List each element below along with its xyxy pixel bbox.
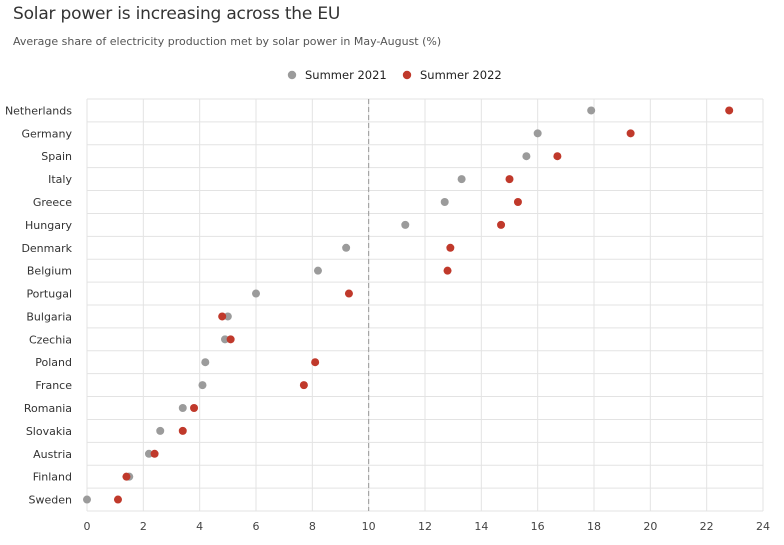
legend-label: Summer 2021 [305,68,387,82]
country-label: Greece [33,196,72,209]
country-label: Finland [33,471,72,484]
legend-marker [402,70,412,80]
point-summer-2022 [497,220,506,229]
point-summer-2022 [626,129,635,138]
point-summer-2022 [446,243,455,252]
point-summer-2021 [440,198,449,206]
point-summer-2022 [150,449,159,458]
country-label: Spain [41,150,72,163]
point-summer-2021 [342,243,351,252]
legend-marker [287,70,297,80]
point-summer-2021 [522,152,531,161]
country-label: Netherlands [5,104,72,117]
point-summer-2022 [443,266,452,275]
country-label: Poland [35,356,72,369]
legend-label: Summer 2022 [420,68,502,82]
point-summer-2021 [198,381,207,390]
point-summer-2021 [252,289,260,298]
chart-subtitle: Average share of electricity production … [13,35,442,48]
country-label: Germany [21,127,72,140]
point-summer-2021 [533,129,542,138]
point-summer-2021 [83,495,91,504]
x-tick-label: 2 [140,520,147,533]
point-summer-2021 [201,358,210,367]
point-summer-2022 [553,152,562,161]
point-summer-2022 [299,381,308,390]
x-tick-label: 22 [700,520,714,533]
country-label: Slovakia [26,425,72,438]
x-tick-label: 4 [196,520,203,533]
point-summer-2021 [313,266,322,275]
country-label: Denmark [21,242,72,255]
point-summer-2021 [178,404,187,412]
country-label: Hungary [25,219,72,232]
point-summer-2021 [587,106,596,115]
x-tick-label: 16 [531,520,545,533]
x-tick-label: 12 [418,520,432,533]
point-summer-2022 [122,472,131,481]
country-label: Sweden [29,494,72,507]
country-label: Portugal [26,288,72,301]
x-tick-label: 8 [309,520,316,533]
x-tick-label: 6 [253,520,260,533]
point-summer-2021 [457,175,466,184]
point-summer-2022 [218,312,227,321]
point-summer-2022 [311,358,320,367]
point-summer-2022 [344,289,353,298]
x-tick-label: 18 [587,520,601,533]
point-summer-2022 [505,175,514,184]
country-label: Bulgaria [26,310,72,323]
x-tick-label: 10 [362,520,376,533]
point-summer-2021 [401,220,410,229]
country-label: Italy [48,173,72,186]
point-summer-2022 [226,335,235,344]
x-tick-label: 14 [474,520,488,533]
point-summer-2022 [178,426,187,435]
x-tick-label: 20 [643,520,657,533]
country-label: Belgium [27,265,72,278]
point-summer-2022 [513,198,522,206]
x-tick-label: 24 [756,520,770,533]
point-summer-2021 [221,335,230,344]
country-label: France [35,379,72,392]
point-summer-2021 [223,312,232,321]
point-summer-2022 [190,404,199,412]
point-summer-2021 [156,426,165,435]
point-summer-2021 [144,449,153,458]
country-label: Romania [24,402,72,415]
point-summer-2022 [113,495,122,504]
x-tick-label: 0 [84,520,91,533]
point-summer-2022 [725,106,734,115]
country-label: Czechia [29,333,72,346]
country-label: Austria [33,448,72,461]
chart-title: Solar power is increasing across the EU [13,4,341,24]
